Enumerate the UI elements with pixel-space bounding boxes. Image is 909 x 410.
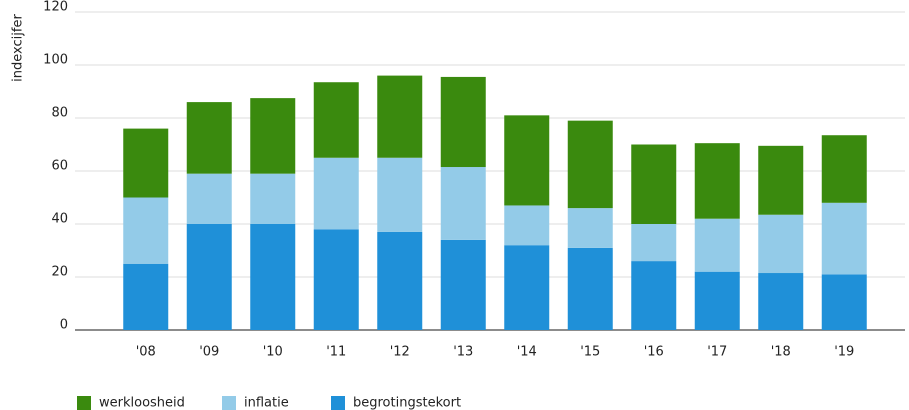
x-tick-label: '16 — [644, 345, 664, 360]
x-tick-label: '10 — [263, 345, 283, 360]
bar-segment — [186, 224, 232, 330]
bar-segment — [631, 224, 677, 262]
x-tick-label: '19 — [834, 345, 854, 360]
bar-segment — [821, 135, 867, 203]
x-tick-label: '11 — [326, 345, 346, 360]
bar-segment — [758, 214, 804, 274]
bar-segment — [758, 145, 804, 215]
x-tick-label: '15 — [580, 345, 600, 360]
bar-segment — [631, 144, 677, 224]
x-tick-label: '18 — [771, 345, 791, 360]
y-tick-label: 60 — [51, 159, 68, 174]
bar-segment — [377, 157, 423, 232]
bar-segment — [504, 245, 550, 330]
y-tick-label: 80 — [51, 106, 68, 121]
legend-swatch — [331, 396, 345, 410]
y-tick-label: 100 — [43, 53, 68, 68]
legend-swatch — [222, 396, 236, 410]
bar-segment — [440, 167, 486, 240]
bar-segment — [694, 143, 740, 219]
bar-segment — [821, 274, 867, 330]
bar-segment — [440, 239, 486, 330]
legend-label: inflatie — [244, 396, 289, 410]
bar-segment — [313, 82, 359, 158]
x-tick-label: '13 — [453, 345, 473, 360]
bar-segment — [694, 218, 740, 272]
x-tick-label: '17 — [707, 345, 727, 360]
bar-segment — [504, 115, 550, 206]
bar-segment — [504, 205, 550, 246]
bar-segment — [567, 208, 613, 248]
bar-segment — [313, 157, 359, 230]
bar-segment — [250, 98, 296, 174]
y-tick-label: 0 — [60, 318, 68, 333]
legend-label: werkloosheid — [99, 396, 185, 410]
bar-segment — [567, 247, 613, 330]
bar-segment — [123, 197, 169, 264]
y-axis-label: indexcijfer — [11, 14, 26, 82]
bar-segment — [758, 273, 804, 330]
bar-segment — [250, 173, 296, 224]
legend-label: begrotingstekort — [353, 396, 461, 410]
bar-segment — [567, 120, 613, 209]
bar-segment — [186, 102, 232, 174]
legend-swatch — [77, 396, 91, 410]
x-tick-label: '08 — [136, 345, 156, 360]
y-tick-label: 40 — [51, 212, 68, 227]
bar-segment — [377, 231, 423, 330]
bar-segment — [123, 128, 169, 198]
y-tick-label: 20 — [51, 265, 68, 280]
bar-segment — [123, 263, 169, 330]
bar-segment — [440, 76, 486, 168]
x-tick-label: '14 — [517, 345, 537, 360]
bar-segment — [186, 173, 232, 224]
y-tick-label: 120 — [43, 0, 68, 15]
bar-segment — [377, 75, 423, 158]
x-tick-label: '09 — [199, 345, 219, 360]
bar-segment — [250, 224, 296, 330]
bar-segment — [313, 229, 359, 330]
bar-segment — [631, 261, 677, 330]
x-tick-label: '12 — [390, 345, 410, 360]
bar-segment — [821, 202, 867, 275]
bar-segment — [694, 271, 740, 330]
